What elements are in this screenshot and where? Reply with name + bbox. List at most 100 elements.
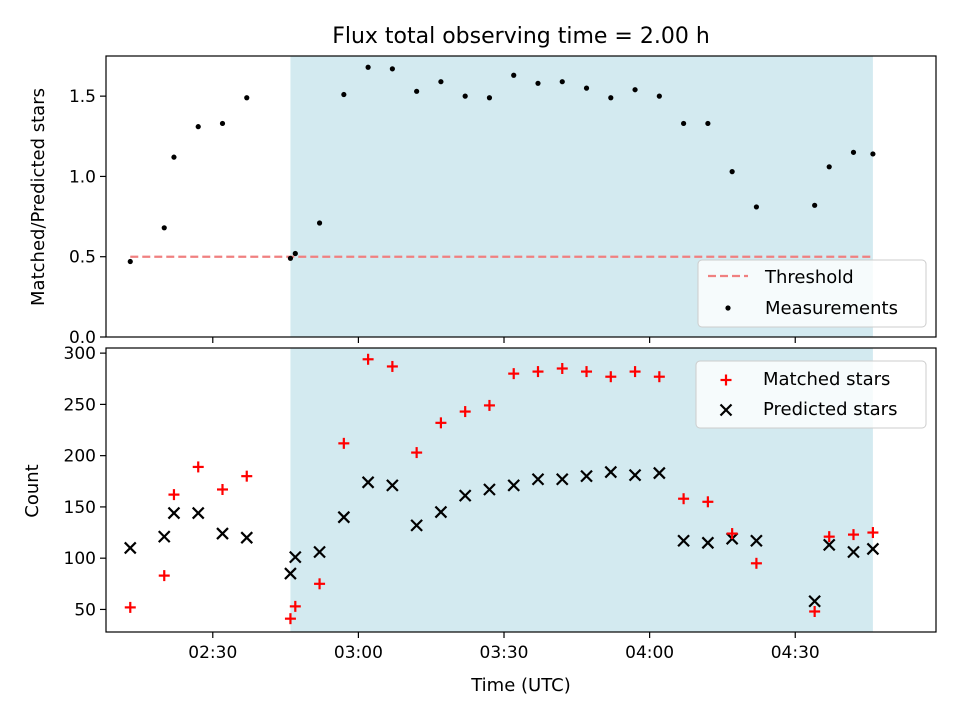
predicted-star-point: [284, 567, 297, 580]
matched-star-point: [158, 570, 170, 582]
top-x-ticks: [212, 337, 796, 343]
predicted-star-point: [531, 472, 545, 486]
matched-star-point: [605, 371, 617, 383]
measurement-point: [559, 79, 565, 85]
measurement-point: [414, 88, 420, 94]
bottom-plot-frame: [105, 347, 937, 633]
legend-predicted-swatch: [719, 403, 733, 417]
measurement-point: [729, 169, 735, 175]
y-tick-label: 1.5: [69, 87, 96, 107]
y-tick-label: 50: [74, 600, 96, 620]
measurement-point: [219, 120, 226, 127]
measurement-point: [244, 95, 250, 101]
matched-star-point: [168, 489, 180, 501]
matched-star-point: [411, 447, 423, 459]
matched-star-point: [241, 470, 253, 482]
measurement-point: [389, 66, 395, 72]
matched-star-point: [678, 493, 690, 505]
measurement-point: [535, 80, 541, 86]
predicted-star-point: [123, 541, 137, 555]
y-tick-label: 150: [64, 498, 96, 518]
predicted-star-point: [507, 479, 520, 492]
bottom-x-axis-label: Time (UTC): [470, 675, 571, 696]
predicted-star-point: [866, 542, 880, 556]
predicted-star-point: [847, 545, 860, 559]
matched-star-point: [556, 363, 568, 375]
predicted-star-point: [822, 538, 836, 552]
matched-star-point: [867, 527, 879, 539]
matched-star-point: [192, 461, 204, 473]
measurement-point: [870, 151, 876, 157]
y-tick-label: 100: [64, 549, 96, 569]
bottom-y-axis-label: Count: [22, 464, 43, 517]
top-y-axis-label: Matched/Predicted stars: [28, 88, 49, 306]
matched-star-point: [823, 531, 835, 543]
measurement-point: [127, 258, 133, 265]
predicted-star-point: [483, 483, 496, 496]
predicted-star-point: [628, 468, 642, 482]
matched-star-point: [386, 360, 398, 372]
legend-threshold-label: Threshold: [764, 267, 854, 288]
measurement-point: [292, 250, 298, 257]
measurement-point: [195, 124, 201, 130]
x-tick-label: 04:00: [625, 643, 674, 663]
measurement-point: [511, 72, 517, 78]
legend-measurements-swatch: [725, 305, 731, 311]
predicted-star-point: [750, 534, 763, 548]
x-tick-label: 02:30: [188, 643, 237, 663]
matched-star-point: [338, 437, 350, 449]
bottom-x-ticks: 02:30 03:00 03:30 04:00 04:30: [188, 632, 820, 663]
measurement-point: [753, 204, 760, 210]
matched-star-point: [289, 600, 301, 612]
legend-predicted-label: Predicted stars: [763, 399, 897, 420]
measurement-point: [161, 225, 167, 231]
measurement-point: [705, 120, 711, 127]
x-tick-label: 03:00: [334, 643, 383, 663]
y-tick-label: 200: [64, 447, 96, 467]
predicted-star-point: [337, 510, 351, 524]
predicted-star-point: [157, 530, 171, 543]
top-plot-frame: [105, 55, 937, 338]
legend-matched-marker: [720, 374, 732, 386]
matched-star-point: [362, 353, 374, 365]
legend-matched-swatch: [720, 374, 732, 386]
matched-star-point: [435, 417, 447, 429]
predicted-star-point: [808, 594, 821, 608]
matched-star-point: [459, 406, 471, 418]
measurement-point: [681, 120, 687, 127]
matched-star-point: [216, 483, 228, 495]
predicted-star-point: [604, 465, 618, 479]
predicted-star-point: [580, 469, 593, 483]
matched-star-point: [726, 528, 738, 540]
y-tick-label: 1.0: [69, 167, 96, 187]
matched-star-point: [314, 578, 326, 590]
matched-star-point: [702, 496, 714, 508]
measurement-point: [632, 87, 638, 93]
top-y-ticks: 0.0 0.5 1.0 1.5: [69, 87, 106, 348]
legend-measurements-label: Measurements: [765, 298, 898, 319]
measurement-point: [341, 91, 347, 98]
measurement-point: [583, 85, 590, 91]
top-legend: Threshold Measurements: [697, 259, 927, 328]
measurement-points: [127, 64, 876, 265]
predicted-star-point: [240, 531, 254, 544]
matched-star-point: [809, 605, 821, 617]
predicted-star-point: [410, 519, 423, 532]
predicted-star-point: [167, 506, 181, 520]
bottom-legend-box: [695, 360, 927, 429]
measurement-point: [608, 95, 614, 101]
predicted-star-point: [677, 534, 690, 548]
bottom-legend: Matched stars Predicted stars: [695, 360, 927, 429]
predicted-star-point: [458, 489, 472, 502]
matched-star-point: [532, 366, 544, 378]
measurement-point: [826, 164, 832, 170]
predicted-star-point: [289, 550, 302, 564]
top-panel: Flux total observing time = 2.00 h 0.00.…: [28, 24, 937, 348]
measurement-point: [316, 220, 323, 226]
predicted-star-point: [386, 479, 399, 492]
measurement-point: [850, 149, 857, 155]
measurement-point: [486, 95, 493, 101]
measurement-point: [812, 202, 818, 208]
x-tick-label: 03:30: [480, 643, 529, 663]
